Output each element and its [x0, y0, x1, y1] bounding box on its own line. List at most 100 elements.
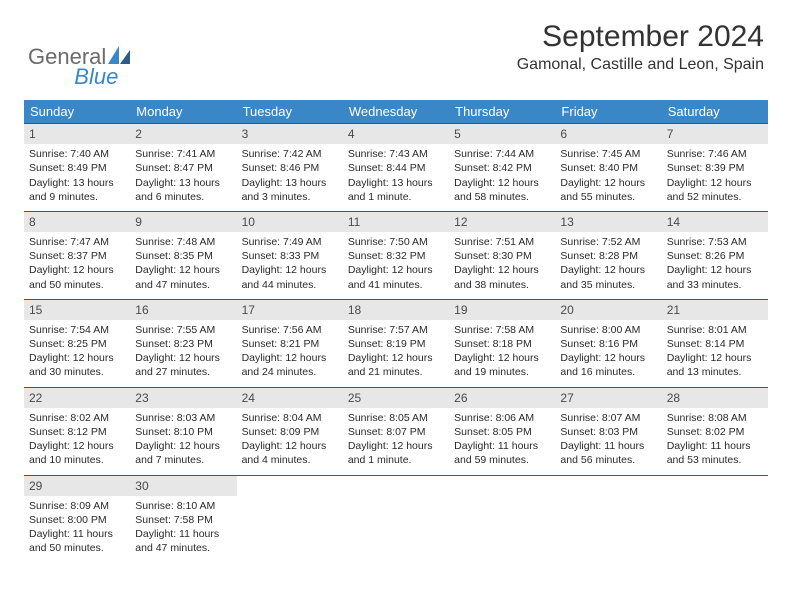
- sunrise-text: Sunrise: 7:56 AM: [242, 323, 338, 337]
- daylight-text: Daylight: 12 hours and 38 minutes.: [454, 263, 550, 291]
- day-body: Sunrise: 7:46 AMSunset: 8:39 PMDaylight:…: [662, 144, 768, 209]
- date-number: 18: [343, 300, 449, 320]
- sunset-text: Sunset: 8:00 PM: [29, 513, 125, 527]
- date-number: 14: [662, 212, 768, 232]
- sunset-text: Sunset: 8:18 PM: [454, 337, 550, 351]
- sunrise-text: Sunrise: 7:45 AM: [560, 147, 656, 161]
- dayname-row: SundayMondayTuesdayWednesdayThursdayFrid…: [24, 100, 768, 123]
- daylight-text: Daylight: 11 hours and 53 minutes.: [667, 439, 763, 467]
- sunrise-text: Sunrise: 7:44 AM: [454, 147, 550, 161]
- day-body: Sunrise: 7:55 AMSunset: 8:23 PMDaylight:…: [130, 320, 236, 385]
- daylight-text: Daylight: 13 hours and 3 minutes.: [242, 176, 338, 204]
- daylight-text: Daylight: 13 hours and 9 minutes.: [29, 176, 125, 204]
- daylight-text: Daylight: 12 hours and 24 minutes.: [242, 351, 338, 379]
- sunrise-text: Sunrise: 7:41 AM: [135, 147, 231, 161]
- sunrise-text: Sunrise: 7:48 AM: [135, 235, 231, 249]
- day-cell: [449, 476, 555, 561]
- date-number: 21: [662, 300, 768, 320]
- daylight-text: Daylight: 12 hours and 21 minutes.: [348, 351, 444, 379]
- day-cell: 29Sunrise: 8:09 AMSunset: 8:00 PMDayligh…: [24, 476, 130, 561]
- date-number: 2: [130, 124, 236, 144]
- logo: General Blue: [28, 22, 118, 70]
- sunset-text: Sunset: 8:14 PM: [667, 337, 763, 351]
- sunrise-text: Sunrise: 8:03 AM: [135, 411, 231, 425]
- daylight-text: Daylight: 12 hours and 13 minutes.: [667, 351, 763, 379]
- day-cell: 15Sunrise: 7:54 AMSunset: 8:25 PMDayligh…: [24, 300, 130, 385]
- page-title: September 2024: [517, 20, 764, 54]
- daylight-text: Daylight: 12 hours and 30 minutes.: [29, 351, 125, 379]
- logo-word2: Blue: [74, 64, 118, 90]
- date-number: 16: [130, 300, 236, 320]
- day-cell: [662, 476, 768, 561]
- sunrise-text: Sunrise: 7:53 AM: [667, 235, 763, 249]
- sunrise-text: Sunrise: 7:57 AM: [348, 323, 444, 337]
- date-number: 12: [449, 212, 555, 232]
- sunset-text: Sunset: 7:58 PM: [135, 513, 231, 527]
- header-right: September 2024 Gamonal, Castille and Leo…: [517, 20, 764, 74]
- day-cell: 20Sunrise: 8:00 AMSunset: 8:16 PMDayligh…: [555, 300, 661, 385]
- sunrise-text: Sunrise: 7:47 AM: [29, 235, 125, 249]
- daylight-text: Daylight: 11 hours and 47 minutes.: [135, 527, 231, 555]
- day-body: Sunrise: 7:47 AMSunset: 8:37 PMDaylight:…: [24, 232, 130, 297]
- sunrise-text: Sunrise: 8:02 AM: [29, 411, 125, 425]
- sunset-text: Sunset: 8:37 PM: [29, 249, 125, 263]
- sunset-text: Sunset: 8:02 PM: [667, 425, 763, 439]
- sunset-text: Sunset: 8:33 PM: [242, 249, 338, 263]
- day-body: Sunrise: 7:40 AMSunset: 8:49 PMDaylight:…: [24, 144, 130, 209]
- date-number: 30: [130, 476, 236, 496]
- sunset-text: Sunset: 8:19 PM: [348, 337, 444, 351]
- daylight-text: Daylight: 12 hours and 27 minutes.: [135, 351, 231, 379]
- daylight-text: Daylight: 12 hours and 16 minutes.: [560, 351, 656, 379]
- sunset-text: Sunset: 8:26 PM: [667, 249, 763, 263]
- day-cell: [237, 476, 343, 561]
- sunset-text: Sunset: 8:05 PM: [454, 425, 550, 439]
- day-cell: 25Sunrise: 8:05 AMSunset: 8:07 PMDayligh…: [343, 388, 449, 473]
- daylight-text: Daylight: 12 hours and 50 minutes.: [29, 263, 125, 291]
- dayname: Friday: [555, 100, 661, 123]
- daylight-text: Daylight: 12 hours and 19 minutes.: [454, 351, 550, 379]
- day-body: Sunrise: 7:54 AMSunset: 8:25 PMDaylight:…: [24, 320, 130, 385]
- sunset-text: Sunset: 8:23 PM: [135, 337, 231, 351]
- date-number: 13: [555, 212, 661, 232]
- sunrise-text: Sunrise: 7:50 AM: [348, 235, 444, 249]
- daylight-text: Daylight: 12 hours and 7 minutes.: [135, 439, 231, 467]
- day-cell: 19Sunrise: 7:58 AMSunset: 8:18 PMDayligh…: [449, 300, 555, 385]
- date-number: 26: [449, 388, 555, 408]
- date-number: 29: [24, 476, 130, 496]
- dayname: Saturday: [662, 100, 768, 123]
- day-cell: 11Sunrise: 7:50 AMSunset: 8:32 PMDayligh…: [343, 212, 449, 297]
- day-body: Sunrise: 8:02 AMSunset: 8:12 PMDaylight:…: [24, 408, 130, 473]
- date-number: 27: [555, 388, 661, 408]
- date-number: 20: [555, 300, 661, 320]
- day-cell: [555, 476, 661, 561]
- daylight-text: Daylight: 12 hours and 35 minutes.: [560, 263, 656, 291]
- day-cell: 17Sunrise: 7:56 AMSunset: 8:21 PMDayligh…: [237, 300, 343, 385]
- dayname: Tuesday: [237, 100, 343, 123]
- date-number: 28: [662, 388, 768, 408]
- day-cell: 10Sunrise: 7:49 AMSunset: 8:33 PMDayligh…: [237, 212, 343, 297]
- day-cell: 16Sunrise: 7:55 AMSunset: 8:23 PMDayligh…: [130, 300, 236, 385]
- daylight-text: Daylight: 11 hours and 50 minutes.: [29, 527, 125, 555]
- daylight-text: Daylight: 12 hours and 58 minutes.: [454, 176, 550, 204]
- day-body: Sunrise: 7:42 AMSunset: 8:46 PMDaylight:…: [237, 144, 343, 209]
- sunset-text: Sunset: 8:16 PM: [560, 337, 656, 351]
- day-cell: 13Sunrise: 7:52 AMSunset: 8:28 PMDayligh…: [555, 212, 661, 297]
- day-body: Sunrise: 8:09 AMSunset: 8:00 PMDaylight:…: [24, 496, 130, 561]
- day-cell: 6Sunrise: 7:45 AMSunset: 8:40 PMDaylight…: [555, 124, 661, 209]
- dayname: Wednesday: [343, 100, 449, 123]
- day-body: Sunrise: 8:03 AMSunset: 8:10 PMDaylight:…: [130, 408, 236, 473]
- sunrise-text: Sunrise: 7:55 AM: [135, 323, 231, 337]
- daylight-text: Daylight: 12 hours and 10 minutes.: [29, 439, 125, 467]
- sunset-text: Sunset: 8:49 PM: [29, 161, 125, 175]
- date-number: 15: [24, 300, 130, 320]
- date-number: 24: [237, 388, 343, 408]
- sunset-text: Sunset: 8:47 PM: [135, 161, 231, 175]
- sunset-text: Sunset: 8:32 PM: [348, 249, 444, 263]
- day-body: Sunrise: 8:05 AMSunset: 8:07 PMDaylight:…: [343, 408, 449, 473]
- week-row: 8Sunrise: 7:47 AMSunset: 8:37 PMDaylight…: [24, 211, 768, 297]
- day-cell: 9Sunrise: 7:48 AMSunset: 8:35 PMDaylight…: [130, 212, 236, 297]
- sunrise-text: Sunrise: 7:43 AM: [348, 147, 444, 161]
- date-number: 1: [24, 124, 130, 144]
- sunrise-text: Sunrise: 7:42 AM: [242, 147, 338, 161]
- day-cell: 23Sunrise: 8:03 AMSunset: 8:10 PMDayligh…: [130, 388, 236, 473]
